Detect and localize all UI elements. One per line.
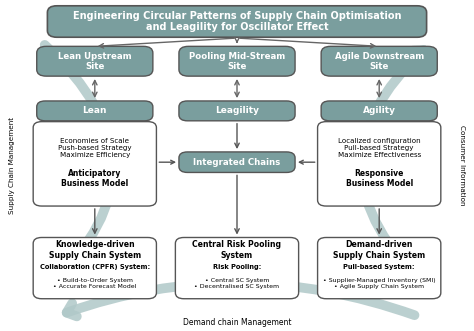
FancyArrowPatch shape <box>67 283 414 316</box>
Text: Lean Upstream
Site: Lean Upstream Site <box>58 52 132 71</box>
Text: Leagility: Leagility <box>215 106 259 116</box>
Text: Localized configuration
Pull-based Strategy
Maximize Effectiveness: Localized configuration Pull-based Strat… <box>337 138 421 158</box>
Text: Lean: Lean <box>82 106 107 116</box>
Text: Knowledge-driven
Supply Chain System: Knowledge-driven Supply Chain System <box>49 240 141 260</box>
FancyBboxPatch shape <box>33 121 156 206</box>
Text: • Build-to-Order System
• Accurate Forecast Model: • Build-to-Order System • Accurate Forec… <box>53 278 137 289</box>
Text: • Central SC System
• Decentralised SC System: • Central SC System • Decentralised SC S… <box>194 278 280 289</box>
Text: Collaboration (CPFR) System:: Collaboration (CPFR) System: <box>40 264 150 270</box>
FancyBboxPatch shape <box>179 152 295 172</box>
Text: Economies of Scale
Push-based Strategy
Maximize Efficiency: Economies of Scale Push-based Strategy M… <box>58 138 132 158</box>
FancyArrowPatch shape <box>45 45 112 284</box>
Text: Supply Chain Management: Supply Chain Management <box>9 117 15 214</box>
FancyBboxPatch shape <box>33 238 156 299</box>
FancyBboxPatch shape <box>321 46 437 76</box>
FancyArrowPatch shape <box>362 50 429 289</box>
Text: Pooling Mid-Stream
Site: Pooling Mid-Stream Site <box>189 52 285 71</box>
Text: Demand-driven
Supply Chain System: Demand-driven Supply Chain System <box>333 240 425 260</box>
Text: Integrated Chains: Integrated Chains <box>193 158 281 167</box>
Text: Pull-based System:: Pull-based System: <box>343 264 415 270</box>
Text: Engineering Circular Patterns of Supply Chain Optimisation
and Leagility for Osc: Engineering Circular Patterns of Supply … <box>73 11 401 32</box>
Text: Central Risk Pooling
System: Central Risk Pooling System <box>192 240 282 260</box>
FancyBboxPatch shape <box>175 238 299 299</box>
Text: Agile Downstream
Site: Agile Downstream Site <box>335 52 424 71</box>
Text: Responsive
Business Model: Responsive Business Model <box>346 169 413 188</box>
FancyBboxPatch shape <box>179 46 295 76</box>
FancyBboxPatch shape <box>318 121 441 206</box>
FancyBboxPatch shape <box>37 101 153 121</box>
FancyBboxPatch shape <box>37 46 153 76</box>
Text: Anticipatory
Business Model: Anticipatory Business Model <box>61 169 128 188</box>
Text: Consumer Information: Consumer Information <box>459 125 465 206</box>
Text: Demand chain Management: Demand chain Management <box>183 318 291 327</box>
FancyBboxPatch shape <box>318 238 441 299</box>
Text: Agility: Agility <box>363 106 396 116</box>
FancyBboxPatch shape <box>47 6 427 37</box>
Text: Risk Pooling:: Risk Pooling: <box>213 264 261 270</box>
FancyBboxPatch shape <box>179 101 295 121</box>
Text: • Supplier-Managed Inventory (SMI)
• Agile Supply Chain System: • Supplier-Managed Inventory (SMI) • Agi… <box>323 278 436 289</box>
FancyBboxPatch shape <box>321 101 437 121</box>
